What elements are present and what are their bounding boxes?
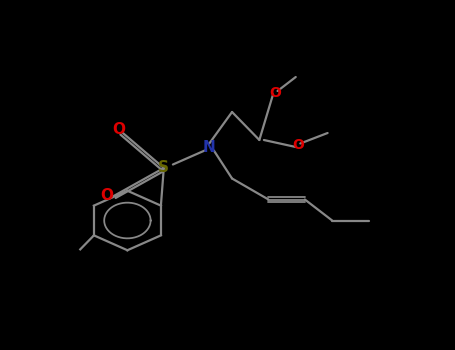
Text: O: O bbox=[112, 122, 125, 137]
Text: S: S bbox=[158, 161, 169, 175]
Text: O: O bbox=[101, 189, 113, 203]
Text: N: N bbox=[203, 140, 216, 154]
Text: O: O bbox=[292, 138, 304, 152]
Text: O: O bbox=[269, 86, 281, 100]
